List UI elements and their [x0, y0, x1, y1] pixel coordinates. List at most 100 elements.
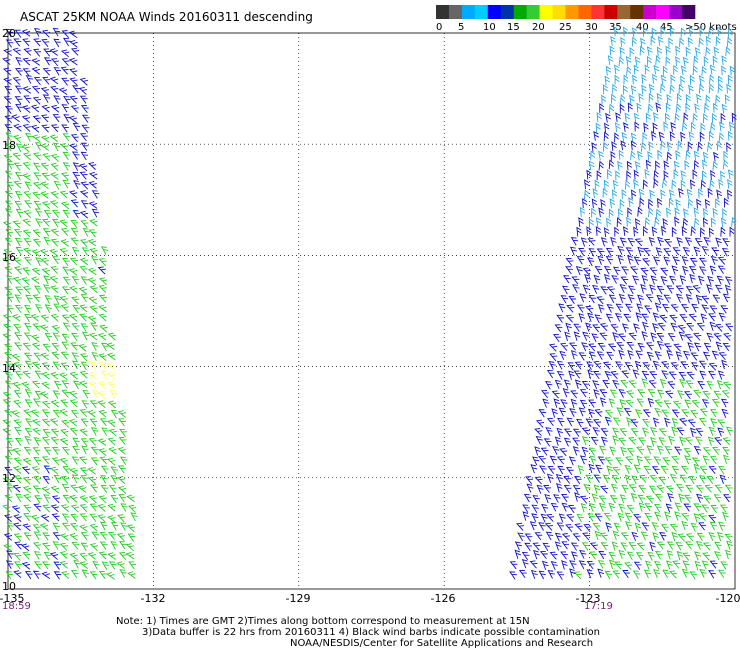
wind-barb [591, 198, 598, 209]
wind-barb [52, 142, 61, 152]
wind-barb [711, 399, 720, 408]
wind-barb [41, 561, 50, 570]
wind-barb [35, 218, 43, 228]
wind-barb [703, 207, 709, 218]
wind-barb [675, 103, 682, 113]
wind-barb [576, 256, 585, 265]
wind-barb [40, 352, 49, 361]
wind-barb [61, 446, 70, 455]
wind-barb [680, 170, 687, 180]
wind-barb [117, 485, 127, 494]
figure-title: ASCAT 25KM NOAA Winds 20160311 descendin… [20, 10, 313, 24]
wind-barb [727, 28, 733, 38]
wind-barb [689, 427, 697, 438]
wind-barb [82, 389, 90, 399]
wind-barb [91, 208, 100, 218]
wind-barb [628, 484, 637, 493]
wind-barb [625, 399, 634, 408]
wind-barb [107, 332, 116, 341]
wind-barb [661, 409, 669, 418]
wind-barb [653, 560, 662, 570]
wind-barb [531, 504, 539, 514]
wind-barb [654, 551, 663, 560]
wind-barb [31, 380, 41, 389]
wind-barb [642, 409, 651, 418]
wind-barb [712, 207, 718, 218]
wind-barb [655, 55, 661, 65]
wind-barb [13, 552, 22, 561]
wind-barb [62, 276, 71, 285]
wind-barb [623, 26, 629, 37]
wind-barb [645, 112, 651, 123]
wind-barb [579, 293, 587, 303]
wind-barb [79, 304, 88, 313]
wind-barb [71, 541, 80, 550]
wind-barb [714, 437, 723, 446]
wind-barb [89, 285, 98, 294]
wind-barb [49, 172, 59, 180]
wind-barb [61, 30, 70, 38]
wind-barb [715, 323, 724, 332]
lon-label-123: -123 [575, 592, 601, 605]
wind-barb [709, 521, 717, 531]
wind-barb [598, 495, 607, 504]
wind-barb [599, 332, 608, 341]
wind-barb [703, 113, 708, 124]
wind-barb [647, 103, 654, 114]
wind-barb [709, 74, 715, 85]
wind-barb [11, 114, 20, 122]
wind-barb [636, 455, 643, 465]
wind-barb [98, 353, 107, 361]
wind-barb [2, 427, 11, 436]
wind-barb [663, 294, 672, 303]
wind-barb [686, 371, 695, 380]
wind-barb [606, 465, 613, 475]
wind-barb [636, 446, 644, 455]
wind-barb [727, 169, 734, 179]
wind-barb [634, 121, 640, 132]
wind-barb [34, 495, 42, 504]
wind-barb [61, 522, 70, 531]
wind-barb [62, 322, 71, 331]
wind-barb [693, 150, 700, 161]
wind-barb [698, 188, 704, 199]
wind-barb [6, 550, 14, 559]
wind-barb [637, 206, 643, 217]
wind-barb [650, 437, 657, 447]
wind-barb [71, 151, 80, 160]
wind-barb [694, 217, 700, 228]
wind-barb [710, 418, 718, 428]
wind-barb [550, 502, 559, 512]
wind-barb [40, 162, 49, 171]
wind-barb [33, 200, 42, 210]
wind-barb [599, 389, 607, 398]
wind-barb [556, 522, 565, 531]
wind-barb [79, 456, 88, 465]
wind-barb [653, 568, 661, 579]
wind-barb [30, 276, 40, 285]
wind-barb [641, 313, 649, 322]
wind-barb [582, 284, 590, 294]
wind-barb [33, 551, 42, 560]
wind-barb [682, 265, 689, 276]
color-scale-label: 40 [636, 22, 649, 33]
wind-barb [628, 332, 637, 341]
wind-barb [636, 398, 645, 407]
wind-barb [107, 419, 116, 428]
wind-barb [607, 343, 616, 352]
wind-barb [606, 217, 612, 228]
wind-barb [62, 151, 71, 161]
wind-barb [3, 543, 12, 552]
wind-barb [22, 457, 32, 466]
wind-barb [600, 436, 608, 446]
wind-barb [670, 304, 679, 313]
wind-barb [61, 333, 70, 342]
wind-barb [656, 445, 664, 455]
wind-barb [79, 353, 89, 362]
wind-barb [666, 151, 672, 162]
lat-label-12: 12 [2, 472, 16, 485]
wind-barb [50, 428, 59, 437]
wind-barb [89, 361, 98, 370]
wind-barb [593, 419, 601, 428]
wind-barb [107, 437, 116, 446]
